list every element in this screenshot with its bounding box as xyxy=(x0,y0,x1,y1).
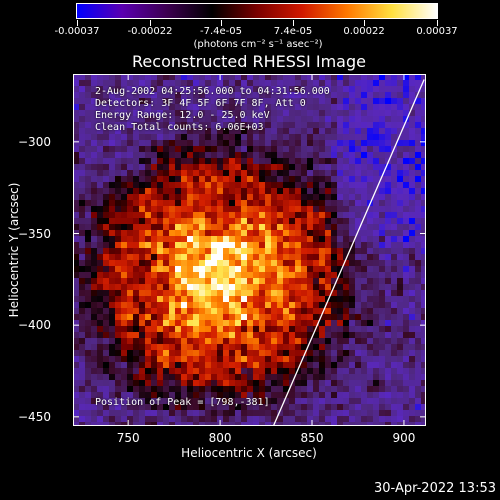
annotation-clean-counts: Clean Total counts: 6.06E+03 xyxy=(95,122,264,133)
x-axis-label: Heliocentric X (arcsec) xyxy=(181,446,317,460)
colorbar xyxy=(76,3,438,19)
annotation-energy-range: Energy Range: 12.0 - 25.0 keV xyxy=(95,110,270,121)
colorbar-tick xyxy=(437,20,438,26)
colorbar-tick-label: -7.4e-05 xyxy=(200,26,242,37)
y-tick-label: −350 xyxy=(18,226,51,241)
annotation-detectors: Detectors: 3F 4F 5F 6F 7F 8F, Att 0 xyxy=(95,98,306,109)
colorbar-tick xyxy=(77,20,78,26)
colorbar-unit-label: (photons cm⁻² s⁻¹ asec⁻²) xyxy=(193,39,323,50)
x-tick-label: 750 xyxy=(116,431,140,445)
y-tick-label: −300 xyxy=(18,134,51,149)
colorbar-tick xyxy=(364,20,366,26)
x-tick-label: 900 xyxy=(392,431,416,445)
colorbar-tick-label: 7.4e-05 xyxy=(273,26,313,37)
colorbar-tick-label: 0.00037 xyxy=(416,26,458,37)
y-tick-label: −400 xyxy=(18,318,51,333)
colorbar-tick-label: 0.00022 xyxy=(343,26,385,37)
colorbar-tick xyxy=(293,20,294,26)
render-timestamp: 30-Apr-2022 13:53 xyxy=(374,481,496,496)
heatmap-plot xyxy=(73,74,428,429)
chart-title: Reconstructed RHESSI Image xyxy=(132,52,366,71)
colorbar-tick-label: -0.00037 xyxy=(54,26,100,37)
annotation-peak-position: Position of Peak = [798,-381] xyxy=(95,397,270,408)
x-tick-label: 850 xyxy=(300,431,324,445)
y-axis-label: Heliocentric Y (arcsec) xyxy=(7,182,21,318)
y-tick-label: −450 xyxy=(18,409,51,424)
colorbar-fill xyxy=(77,4,437,18)
colorbar-tick xyxy=(221,20,222,26)
heatmap-cells xyxy=(73,74,428,429)
colorbar-gradient xyxy=(77,4,437,18)
annotation-time-range: 2-Aug-2002 04:25:56.000 to 04:31:56.000 xyxy=(95,86,330,97)
x-tick-label: 800 xyxy=(208,431,232,445)
heatmap-svg xyxy=(73,74,428,429)
colorbar-tick-label: -0.00022 xyxy=(127,26,173,37)
colorbar-tick xyxy=(149,20,151,26)
solar-limb-line xyxy=(272,79,425,427)
